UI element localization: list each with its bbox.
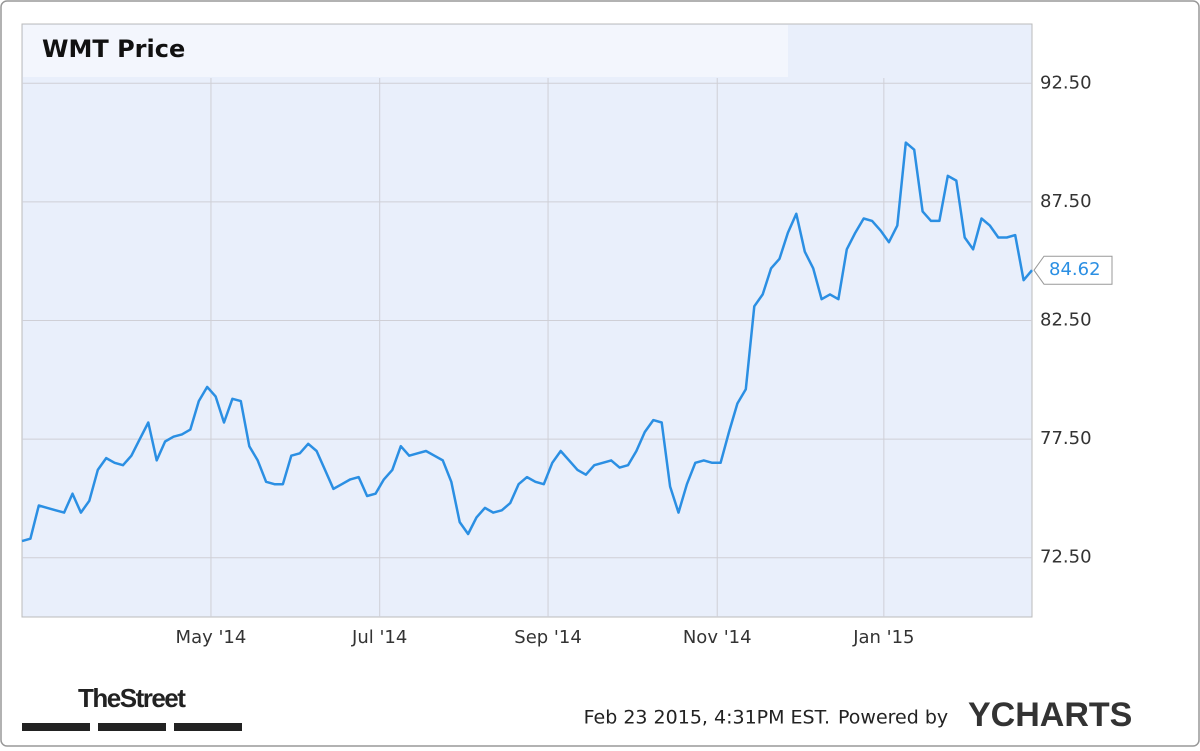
y-tick-label: 72.50 xyxy=(1040,547,1092,568)
x-tick-label: Jul '14 xyxy=(351,627,407,648)
timestamp: Feb 23 2015, 4:31PM EST. xyxy=(584,707,830,729)
x-tick-label: May '14 xyxy=(176,627,247,648)
y-tick-label: 92.50 xyxy=(1040,72,1092,93)
x-tick-label: Sep '14 xyxy=(514,627,582,648)
logo-bar xyxy=(22,723,90,731)
last-value-box xyxy=(1033,255,1113,285)
chart-title: WMT Price xyxy=(42,35,185,63)
x-tick-label: Nov '14 xyxy=(683,627,752,648)
title-band xyxy=(23,25,788,77)
brand-logo: TheStreet xyxy=(78,683,186,713)
logo-bar xyxy=(174,723,242,731)
grid xyxy=(22,78,1032,617)
y-tick-label: 77.50 xyxy=(1040,428,1092,449)
y-tick-label: 87.50 xyxy=(1040,191,1092,212)
y-tick-label: 82.50 xyxy=(1040,310,1092,331)
x-tick-label: Jan '15 xyxy=(852,627,914,648)
marks xyxy=(21,141,1033,543)
last-value-label: 84.62 xyxy=(1049,259,1101,280)
powered-by: Powered by xyxy=(838,707,948,729)
price-line xyxy=(21,141,1033,543)
logo-bar xyxy=(98,723,166,731)
provider-logo: YCHARTS xyxy=(968,696,1132,734)
